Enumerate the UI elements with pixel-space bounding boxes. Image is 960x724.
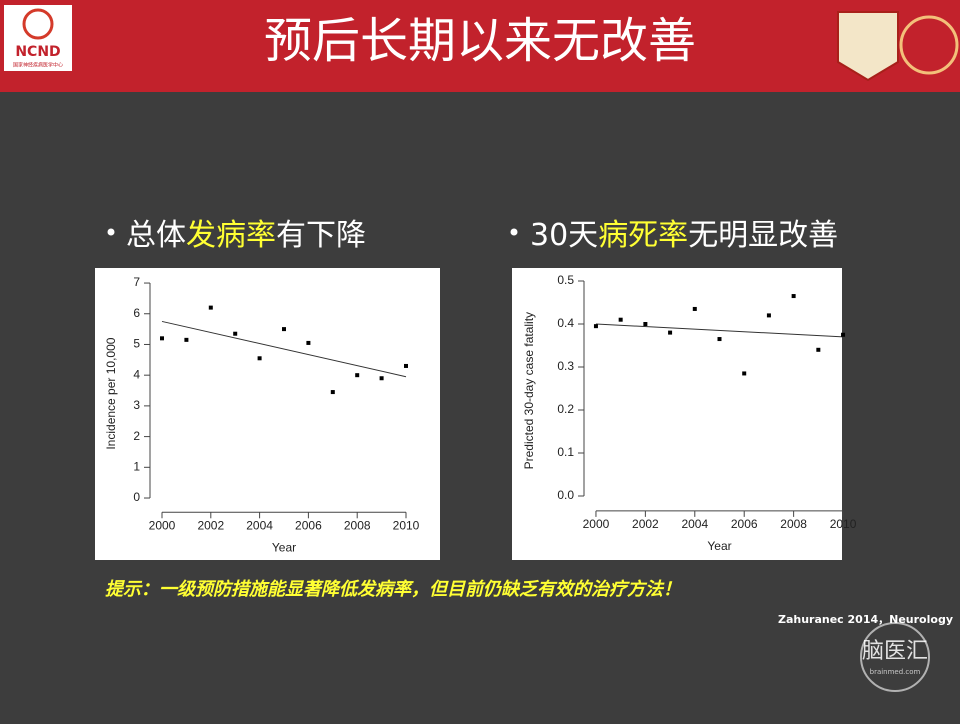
- x-tick-label: 2008: [780, 517, 807, 531]
- logo-subtext: 国家神经疾病医学中心: [13, 62, 63, 69]
- y-tick-label: 0.2: [557, 402, 574, 416]
- y-tick-label: 0.0: [557, 488, 574, 502]
- logo-text: NCND: [15, 44, 60, 60]
- point: [791, 294, 796, 299]
- point: [643, 322, 648, 326]
- point: [160, 336, 164, 341]
- logo-icon: [22, 8, 54, 40]
- point: [816, 347, 821, 352]
- x-tick-label: 2010: [830, 517, 857, 531]
- bullet-text: 30天: [530, 218, 598, 253]
- point: [717, 337, 722, 342]
- point: [379, 376, 384, 381]
- y-tick-label: 0.5: [557, 273, 574, 287]
- trend-line: [161, 320, 407, 378]
- bullet-text: 有下降: [276, 218, 366, 253]
- point: [766, 313, 771, 318]
- note: 提示：一级预防措施能显著降低发病率，但目前仍缺乏有效的治疗方法！: [105, 579, 681, 600]
- header-band: [0, 0, 960, 92]
- x-axis-label: Year: [707, 539, 731, 553]
- x-tick-label: 2000: [583, 517, 610, 531]
- x-axis-label: Year: [272, 540, 296, 554]
- point: [841, 332, 846, 337]
- y-tick-label: 5: [133, 337, 140, 351]
- x-tick-label: 2006: [731, 517, 758, 531]
- point: [742, 371, 747, 376]
- x-tick-label: 2010: [393, 518, 420, 532]
- watermark-site: brainmed.com: [870, 668, 921, 676]
- trend-line: [595, 323, 844, 338]
- bullet-highlight: 病死率: [598, 218, 688, 253]
- point: [355, 373, 360, 378]
- y-tick-label: 3: [133, 398, 140, 412]
- y-tick-label: 0.1: [557, 445, 574, 459]
- y-tick-label: 0.3: [557, 359, 574, 373]
- point: [330, 390, 335, 395]
- bullet: 30天病死率无明显改善: [530, 218, 838, 253]
- slide-title: 预后长期以来无改善: [264, 13, 696, 69]
- y-axis-label: Predicted 30-day case fatality: [522, 312, 536, 469]
- y-axis-label: Incidence per 10,000: [104, 337, 118, 449]
- bullet-dot: [510, 228, 518, 236]
- y-tick-label: 0: [133, 490, 140, 504]
- point: [306, 340, 311, 345]
- y-tick-label: 6: [133, 306, 140, 320]
- y-tick-label: 1: [133, 459, 140, 473]
- emblem-shield: [837, 11, 899, 82]
- x-tick-label: 2004: [681, 517, 708, 531]
- y-tick-label: 4: [133, 367, 140, 381]
- y-tick-label: 0.4: [557, 316, 574, 330]
- chart-panel: [95, 268, 440, 560]
- x-tick-label: 2006: [295, 518, 322, 532]
- point: [208, 305, 213, 310]
- point: [233, 331, 238, 336]
- point: [282, 327, 286, 332]
- x-tick-label: 2008: [344, 518, 371, 532]
- x-tick-label: 2004: [246, 518, 273, 532]
- x-tick-label: 2000: [149, 518, 176, 532]
- point: [257, 356, 262, 361]
- bullet-text: 总体: [126, 218, 186, 253]
- point: [593, 324, 598, 329]
- emblem-seal: [899, 15, 959, 75]
- y-tick-label: 7: [133, 275, 140, 289]
- watermark: 脑医汇: [862, 639, 928, 664]
- bullet-text: 无明显改善: [688, 218, 838, 253]
- point: [692, 306, 697, 311]
- x-tick-label: 2002: [197, 518, 224, 532]
- point: [184, 337, 189, 342]
- bullet-highlight: 发病率: [186, 218, 276, 253]
- point: [618, 317, 623, 322]
- x-tick-label: 2002: [632, 517, 659, 531]
- point: [668, 330, 673, 335]
- bullet-dot: [107, 228, 115, 236]
- bullet: 总体发病率有下降: [126, 218, 366, 253]
- citation: Zahuranec 2014，Neurology: [778, 613, 953, 626]
- y-tick-label: 2: [133, 429, 140, 443]
- watermark-ring: [860, 622, 930, 692]
- point: [404, 363, 408, 368]
